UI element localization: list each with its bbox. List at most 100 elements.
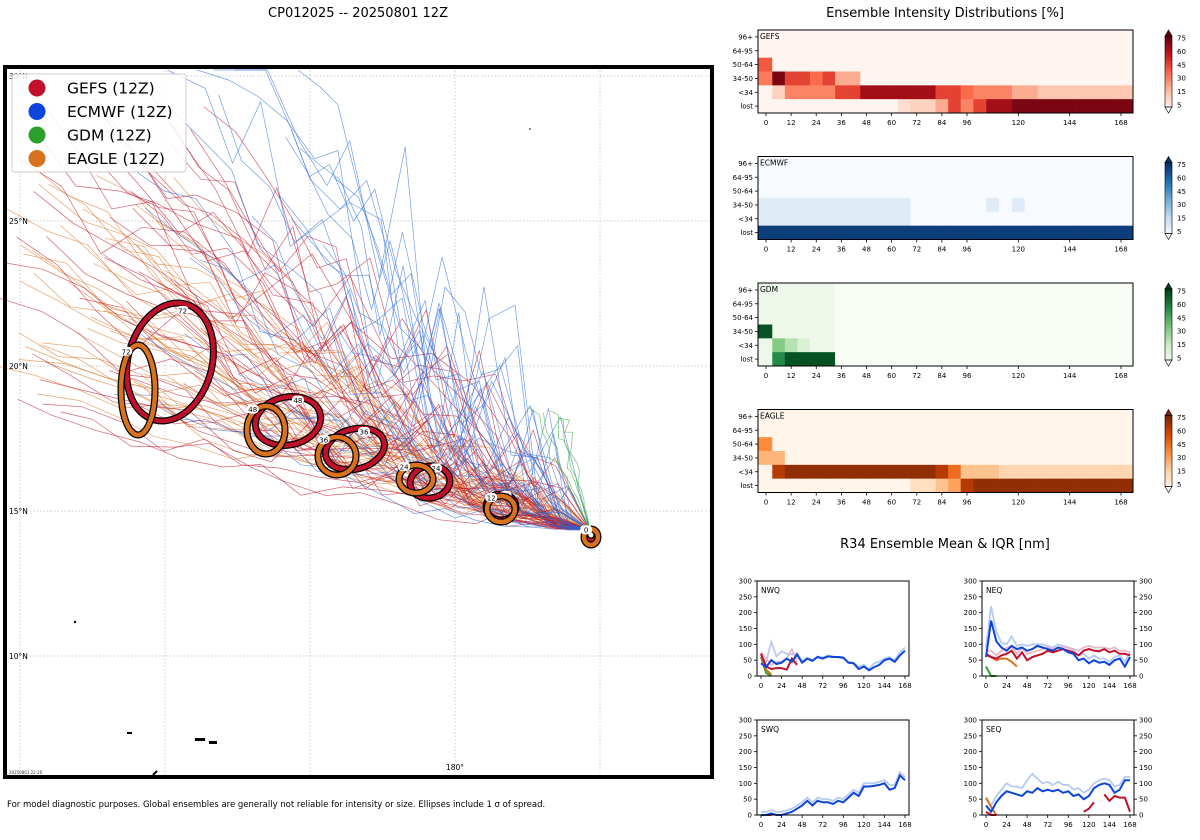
r34-xtick-label: 48 — [1023, 821, 1032, 829]
heatmap-cell — [758, 71, 773, 86]
heatmap-cell — [885, 156, 899, 171]
r34-ytick-label: 0 — [973, 812, 977, 820]
heatmap-row-label: 34-50 — [733, 201, 753, 209]
heatmap-cell — [1063, 85, 1077, 100]
eagle-ellipse-ring — [396, 462, 436, 496]
heatmap-xtick-label: 168 — [1114, 119, 1127, 127]
heatmap-cell — [999, 57, 1013, 72]
heatmap-xtick-label: 120 — [1012, 246, 1025, 254]
colorbar-tick-label: 15 — [1177, 468, 1186, 476]
heatmap-cell — [897, 57, 911, 72]
heatmap-cell — [897, 338, 911, 353]
heatmap-cell — [1088, 352, 1103, 367]
heatmap-cell — [1024, 437, 1038, 452]
r34-xtick-label: 96 — [1064, 682, 1073, 690]
heatmap-cell — [948, 156, 962, 171]
heatmap-cell — [772, 478, 786, 493]
heatmap-cell — [885, 184, 899, 199]
heatmap-cell — [797, 324, 811, 339]
heatmap-cell — [758, 409, 773, 424]
heatmap-cell — [1088, 156, 1103, 171]
heatmap-cell — [935, 198, 949, 213]
heatmap-cell — [1076, 30, 1090, 45]
heatmap-cell — [986, 225, 1000, 240]
heatmap-cell — [1063, 324, 1077, 339]
heatmap-cell — [1050, 57, 1064, 72]
heatmap-cell — [860, 409, 874, 424]
heatmap-cell — [822, 99, 836, 114]
heatmap-cell — [885, 57, 899, 72]
colorbar-tick-label: 15 — [1177, 88, 1186, 96]
r34-xtick-label: 168 — [898, 821, 911, 829]
heatmap-cell — [960, 99, 974, 114]
r34-xtick-label: 168 — [898, 682, 911, 690]
heatmap-cell — [1076, 156, 1090, 171]
heatmap-xtick-label: 168 — [1114, 246, 1127, 254]
heatmap-cell — [835, 184, 848, 199]
ensemble-track — [297, 69, 591, 531]
heatmap-cell — [1101, 211, 1115, 226]
heatmap-row-label: 50-64 — [733, 188, 754, 196]
heatmap-cell — [797, 352, 811, 367]
heatmap-cell — [1101, 324, 1115, 339]
heatmap-cell — [1011, 225, 1026, 240]
heatmap-cell — [923, 324, 936, 339]
heatmap-cell — [1088, 338, 1103, 353]
heatmap-cell — [1076, 478, 1090, 493]
ensemble-track — [237, 373, 591, 531]
heatmap-cell — [948, 451, 962, 466]
colorbar-segment — [1165, 429, 1172, 434]
colorbar-tick-label: 45 — [1177, 188, 1186, 196]
heatmap-cell — [935, 324, 949, 339]
ensemble-track — [23, 253, 591, 531]
heatmap-xtick-label: 60 — [887, 499, 896, 507]
ensemble-track — [194, 370, 591, 531]
heatmap-cell — [885, 170, 899, 185]
r34-xtick-label: 24 — [777, 821, 786, 829]
heatmap-cell — [1063, 423, 1077, 438]
colorbar: 75 60 45 30 15 5 — [1164, 408, 1186, 494]
r34-ytick-label: 300 — [964, 578, 977, 586]
heatmap-cell — [1024, 184, 1038, 199]
heatmap-cell — [847, 437, 861, 452]
heatmap-cell — [1076, 296, 1090, 311]
heatmap-cell — [1076, 283, 1090, 298]
heatmap-cell — [1024, 478, 1038, 493]
heatmap-cell — [860, 451, 874, 466]
heatmap-cell — [772, 57, 786, 72]
heatmap-cell — [860, 170, 874, 185]
r34-series-line — [760, 646, 798, 667]
heatmap-cell — [797, 338, 811, 353]
r34-xtick-label: 96 — [839, 682, 848, 690]
heatmap-cell — [999, 310, 1013, 325]
colorbar-tick-label: 75 — [1177, 161, 1186, 169]
r34-ytick-label-right: 100 — [1139, 641, 1152, 649]
eagle-ellipse-ring — [315, 434, 359, 478]
heatmap-cell — [797, 57, 811, 72]
heatmap-cell — [986, 296, 1000, 311]
map-footer-note: For model diagnostic purposes. Global en… — [7, 800, 545, 810]
heatmap-cell — [847, 170, 861, 185]
ensemble-track — [285, 136, 591, 531]
heatmap-cell — [999, 338, 1013, 353]
heatmap-cell — [1088, 409, 1103, 424]
heatmap-cell — [960, 409, 974, 424]
r34-ytick-label: 100 — [739, 641, 752, 649]
heatmap-cell — [935, 71, 949, 86]
heatmap-cell — [948, 211, 962, 226]
heatmap-xtick-label: 0 — [764, 499, 768, 507]
heatmap-cell — [809, 156, 823, 171]
heatmap-cell — [1063, 338, 1077, 353]
heatmap-cell — [986, 464, 1000, 479]
heatmap-row-label: lost — [740, 356, 753, 364]
colorbar-segment — [1165, 296, 1172, 301]
heatmap-cell — [835, 478, 848, 493]
colorbar-segment — [1165, 180, 1172, 185]
heatmap-cell — [1037, 30, 1051, 45]
heatmap-xtick-label: 120 — [1012, 372, 1025, 380]
heatmap-cell — [797, 43, 811, 58]
r34-ytick-label: 250 — [739, 732, 752, 740]
heatmap-row-label: 64-95 — [733, 174, 753, 182]
heatmap-cell — [1024, 71, 1038, 86]
heatmap-cell — [935, 409, 949, 424]
